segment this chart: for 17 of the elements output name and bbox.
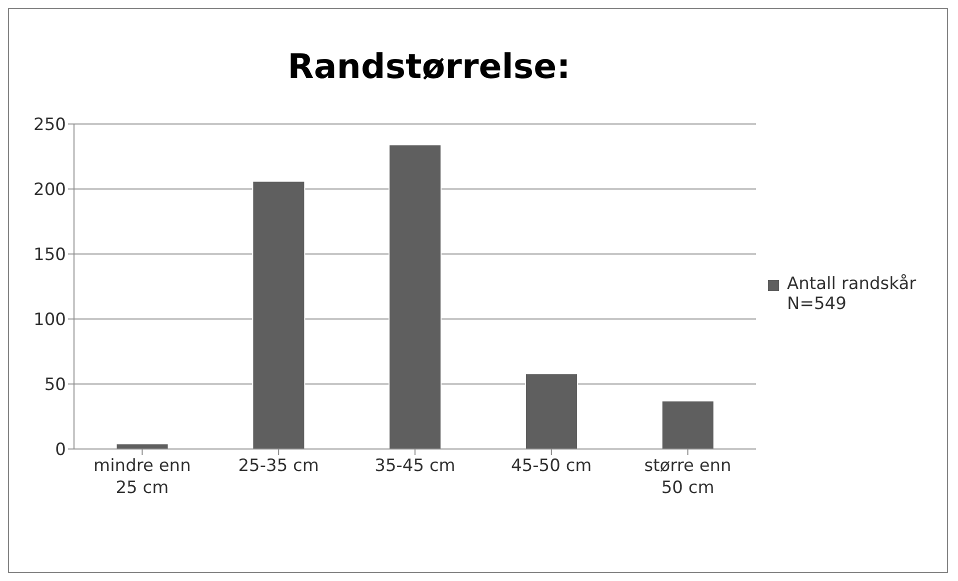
y-tick-label: 100 [34,310,66,330]
bar [252,180,306,449]
y-tick-label: 0 [55,440,66,460]
x-tick-label: 35-45 cm [374,456,456,476]
y-tick-label: 50 [44,375,66,396]
y-tick-label: 200 [34,180,66,200]
chart-title: Randstørrelse: [286,47,572,87]
x-tick-label: mindre enn 25 cm [94,456,191,498]
legend-label: Antall randskår N=549 [787,274,918,314]
x-tick-label: 45-50 cm [511,456,592,476]
y-tick-label: 150 [34,245,66,266]
x-tick-label: større enn 50 cm [644,456,732,498]
bar [524,373,578,449]
x-tick-label: 25-35 cm [238,456,319,476]
y-tick-label: 250 [34,115,66,136]
bar [388,144,442,449]
bar [661,400,714,449]
